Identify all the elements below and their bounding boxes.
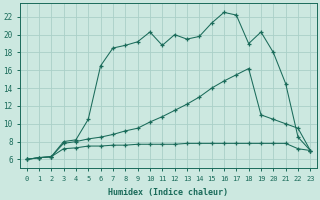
X-axis label: Humidex (Indice chaleur): Humidex (Indice chaleur)	[108, 188, 228, 197]
